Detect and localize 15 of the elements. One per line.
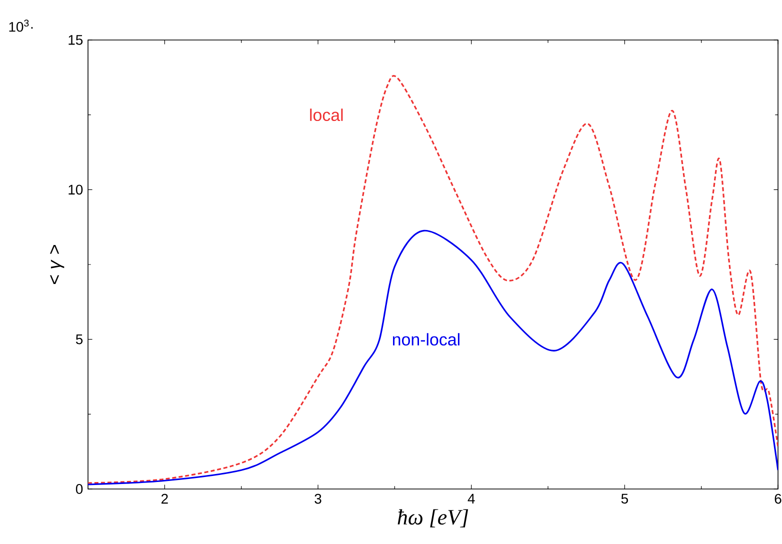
y-tick-label: 10 xyxy=(68,184,83,195)
series-label: local xyxy=(310,108,343,122)
text: 10$^{3}$· xyxy=(9,20,33,32)
y-tick-label: 15 xyxy=(68,35,83,45)
x-tick-label: 2 xyxy=(161,494,168,504)
y-axis-title: < γ > xyxy=(50,245,64,284)
y-tick-label: 5 xyxy=(76,334,83,344)
x-axis-title: ħω [eV] xyxy=(398,509,468,528)
line-series xyxy=(88,230,778,486)
x-tick-label: 6 xyxy=(774,494,782,504)
series-label: non-local xyxy=(392,333,460,346)
x-tick-label: 5 xyxy=(621,494,628,504)
x-tick-label: 3 xyxy=(314,494,322,504)
x-tick-label: 4 xyxy=(468,494,475,504)
y-tick-label: 0 xyxy=(76,484,83,494)
